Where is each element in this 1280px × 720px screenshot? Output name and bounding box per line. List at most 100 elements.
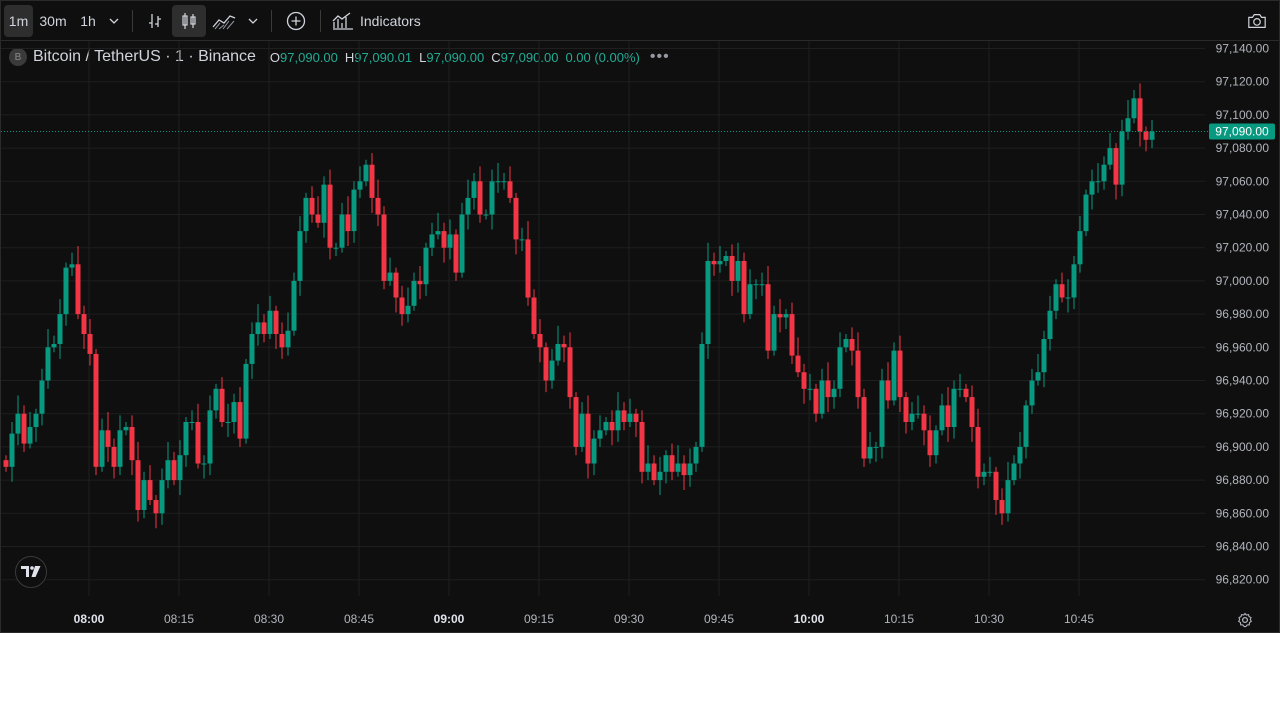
- symbol-legend: B Bitcoin / TetherUS · 1 · Binance O 97,0…: [9, 47, 670, 67]
- chart-settings-button[interactable]: [1235, 610, 1255, 630]
- candle-body: [51, 343, 57, 348]
- candle-body: [273, 310, 279, 335]
- open-key: O: [269, 49, 281, 65]
- price-chart[interactable]: 97,140.00 97,120.00 97,100.00 97,080.00 97,0…: [1, 41, 1279, 633]
- candles-chart-type-button[interactable]: [172, 4, 206, 37]
- chart-type-dropdown-button[interactable]: [242, 5, 264, 37]
- candle-body: [171, 460, 177, 481]
- candle-body: [1107, 148, 1113, 165]
- candles-icon: [182, 12, 196, 29]
- candle-body: [807, 388, 813, 390]
- screenshot-button[interactable]: [1241, 5, 1273, 37]
- interval-1h-button[interactable]: 1h: [73, 5, 103, 37]
- time-axis-label: 08:00: [74, 612, 105, 626]
- candle-body: [27, 426, 33, 444]
- candle-body: [345, 214, 351, 232]
- candle-body: [759, 284, 765, 286]
- candle-body: [1125, 118, 1131, 132]
- candle-body: [1143, 131, 1149, 140]
- price-axis-label: 96,900.00: [1216, 440, 1270, 454]
- candle-body: [621, 410, 627, 422]
- candle-body: [399, 297, 405, 315]
- area-chart-icon: [212, 14, 236, 29]
- candle-body: [165, 460, 171, 481]
- candle-body: [795, 355, 801, 373]
- candle-body: [141, 480, 147, 510]
- candle-body: [1059, 284, 1065, 298]
- candle-body: [327, 184, 333, 248]
- candle-body: [315, 214, 321, 223]
- candle-body: [501, 181, 507, 183]
- candle-body: [591, 438, 597, 464]
- candle-body: [981, 471, 987, 477]
- time-axis-label: 10:00: [794, 612, 825, 626]
- candle-body: [681, 463, 687, 476]
- candle-body: [765, 284, 771, 351]
- candle-body: [987, 471, 993, 473]
- candle-body: [567, 347, 573, 398]
- price-axis[interactable]: 97,140.00 97,120.00 97,100.00 97,080.00 97,0…: [1216, 42, 1270, 587]
- candle-body: [843, 339, 849, 348]
- low-key: L: [419, 49, 427, 65]
- candle-body: [333, 247, 339, 249]
- candle-body: [723, 256, 729, 261]
- close-key: C: [491, 49, 501, 65]
- candle-body: [75, 264, 81, 315]
- bar-chart-type-button[interactable]: [140, 5, 172, 37]
- last-price-tag-bg: [1209, 123, 1275, 140]
- candle-body: [129, 426, 135, 461]
- candle-body: [1137, 98, 1143, 132]
- toolbar-divider: [132, 9, 133, 32]
- more-options-icon[interactable]: •••: [649, 48, 670, 65]
- candle-body: [429, 234, 435, 248]
- candle-body: [39, 380, 45, 414]
- last-price-tag-label: 97,090.00: [1215, 125, 1269, 139]
- candle-body: [477, 181, 483, 215]
- candle-body: [159, 480, 165, 514]
- candle-body: [45, 347, 51, 381]
- price-axis-label: 97,020.00: [1216, 241, 1270, 255]
- candle-body: [573, 397, 579, 447]
- candle-body: [471, 181, 477, 198]
- candle-body: [225, 422, 231, 423]
- candle-body: [891, 350, 897, 401]
- time-axis-label: 09:45: [704, 612, 734, 626]
- candle-body: [699, 343, 705, 447]
- candle-body: [483, 214, 489, 216]
- price-axis-label: 96,940.00: [1216, 374, 1270, 388]
- indicators-button[interactable]: Indicators: [328, 5, 427, 37]
- candle-body: [267, 310, 273, 335]
- candle-body: [993, 471, 999, 501]
- candle-body: [1119, 131, 1125, 185]
- interval-dropdown-button[interactable]: [103, 5, 125, 37]
- open-value: 97,090.00: [280, 49, 338, 65]
- candle-body: [783, 314, 789, 318]
- interval-30m-button[interactable]: 30m: [33, 5, 73, 37]
- candle-body: [873, 446, 879, 448]
- candle-body: [255, 322, 261, 335]
- candle-body: [507, 181, 513, 198]
- change-value: 0.00 (0.00%): [565, 49, 640, 65]
- time-axis-label: 10:15: [884, 612, 914, 626]
- time-axis[interactable]: 08:00 08:15 08:30 08:45 09:00 09:15 09:30 09:45…: [74, 612, 1095, 626]
- compare-symbol-button[interactable]: [279, 5, 313, 37]
- high-value: 97,090.01: [354, 49, 413, 65]
- candle-body: [669, 455, 675, 472]
- candle-body: [627, 413, 633, 422]
- candle-body: [711, 260, 717, 265]
- candle-body: [921, 413, 927, 431]
- area-chart-type-button[interactable]: [206, 5, 242, 37]
- candle-body: [645, 463, 651, 472]
- candle-body: [675, 463, 681, 472]
- tradingview-logo[interactable]: [15, 556, 47, 588]
- candle-body: [357, 181, 363, 190]
- interval-1m-button[interactable]: 1m: [4, 4, 33, 37]
- candle-body: [879, 380, 885, 447]
- candle-body: [1149, 131, 1155, 140]
- interval-label: 1m: [8, 12, 29, 29]
- candle-body: [945, 405, 951, 427]
- candle-body: [243, 363, 249, 439]
- candle-body: [903, 397, 909, 422]
- interval-label: 1h: [80, 12, 96, 29]
- candle-body: [291, 280, 297, 331]
